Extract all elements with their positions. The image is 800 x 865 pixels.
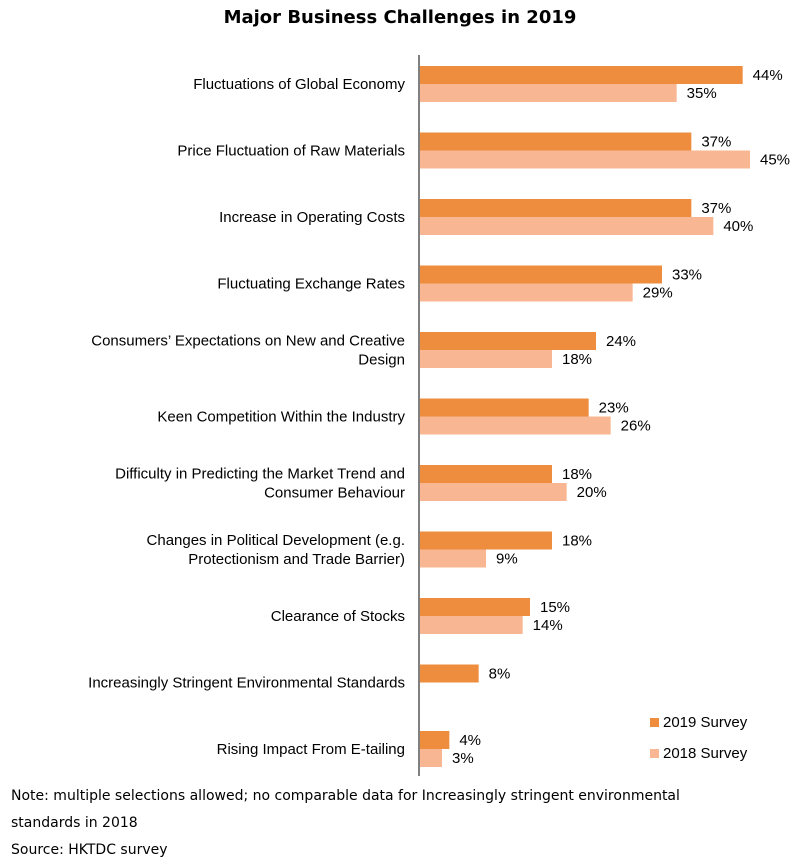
legend-swatch <box>650 749 659 758</box>
category-label: Changes in Political Development (e.g. <box>147 532 405 549</box>
data-label: 15% <box>540 599 570 616</box>
bar-2018-survey <box>420 217 714 235</box>
legend-label: 2019 Survey <box>663 714 748 731</box>
bar-2018-survey <box>420 350 552 368</box>
category-label: Fluctuations of Global Economy <box>193 76 405 93</box>
bar-2019-survey <box>420 132 692 151</box>
bar-2018-survey <box>420 616 523 634</box>
bar-2019-survey <box>420 664 479 683</box>
data-label: 37% <box>701 134 731 151</box>
bar-2018-survey <box>420 84 677 102</box>
data-label: 4% <box>459 732 481 749</box>
data-label: 9% <box>496 551 518 568</box>
bar-2019-survey <box>420 66 743 84</box>
bar-2018-survey <box>420 749 442 767</box>
data-label: 18% <box>562 533 592 550</box>
category-label: Design <box>358 352 405 369</box>
data-label: 44% <box>753 67 783 84</box>
data-label: 14% <box>533 617 563 634</box>
data-label: 3% <box>452 750 474 767</box>
bar-2019-survey <box>420 398 589 417</box>
footnote-line-1: Note: multiple selections allowed; no co… <box>11 788 680 804</box>
data-label: 8% <box>489 666 511 683</box>
data-label: 23% <box>599 400 629 417</box>
bar-2019-survey <box>420 265 662 284</box>
bar-2019-survey <box>420 731 450 749</box>
bar-2019-survey <box>420 465 552 483</box>
chart-title: Major Business Challenges in 2019 <box>223 7 577 28</box>
legend-label: 2018 Survey <box>663 745 748 762</box>
source-note: Source: HKTDC survey <box>11 842 168 858</box>
data-label: 26% <box>621 418 651 435</box>
data-label: 20% <box>577 484 607 501</box>
bar-2018-survey <box>420 416 611 435</box>
data-label: 45% <box>760 152 790 169</box>
bar-chart: Fluctuations of Global Economy 44% 35% Pric… <box>88 55 790 776</box>
bar-2019-survey <box>420 598 530 616</box>
data-label: 18% <box>562 351 592 368</box>
category-label: Consumer Behaviour <box>264 485 405 502</box>
category-label: Keen Competition Within the Industry <box>157 409 405 426</box>
category-label: Increase in Operating Costs <box>219 209 405 226</box>
data-label: 18% <box>562 466 592 483</box>
data-label: 29% <box>643 285 673 302</box>
legend: 2019 Survey 2018 Survey <box>650 714 748 762</box>
bar-2018-survey <box>420 483 567 501</box>
data-label: 40% <box>723 218 753 235</box>
category-label: Price Fluctuation of Raw Materials <box>177 143 405 160</box>
category-label: Fluctuating Exchange Rates <box>217 276 405 293</box>
data-label: 33% <box>672 267 702 284</box>
category-label: Clearance of Stocks <box>271 608 405 625</box>
bar-2019-survey <box>420 332 596 350</box>
legend-swatch <box>650 718 659 727</box>
bar-2018-survey <box>420 549 486 568</box>
bar-2018-survey <box>420 150 750 169</box>
category-label: Rising Impact From E-tailing <box>217 741 405 758</box>
category-label: Increasingly Stringent Environmental Sta… <box>88 675 405 692</box>
bar-2018-survey <box>420 283 633 302</box>
category-label: Protectionism and Trade Barrier) <box>188 551 405 568</box>
category-label: Difficulty in Predicting the Market Tren… <box>115 466 405 483</box>
data-label: 35% <box>687 85 717 102</box>
data-label: 37% <box>701 200 731 217</box>
data-label: 24% <box>606 333 636 350</box>
bar-2019-survey <box>420 531 552 550</box>
bar-2019-survey <box>420 199 692 217</box>
footnote-line-2: standards in 2018 <box>11 815 138 831</box>
category-label: Consumers’ Expectations on New and Creat… <box>91 333 405 350</box>
